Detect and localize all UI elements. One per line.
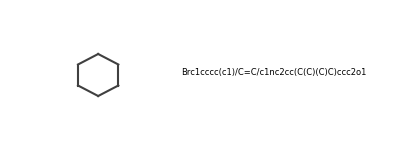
Text: Brc1cccc(c1)/C=C/c1nc2cc(C(C)(C)C)ccc2o1: Brc1cccc(c1)/C=C/c1nc2cc(C(C)(C)C)ccc2o1 — [181, 68, 367, 77]
